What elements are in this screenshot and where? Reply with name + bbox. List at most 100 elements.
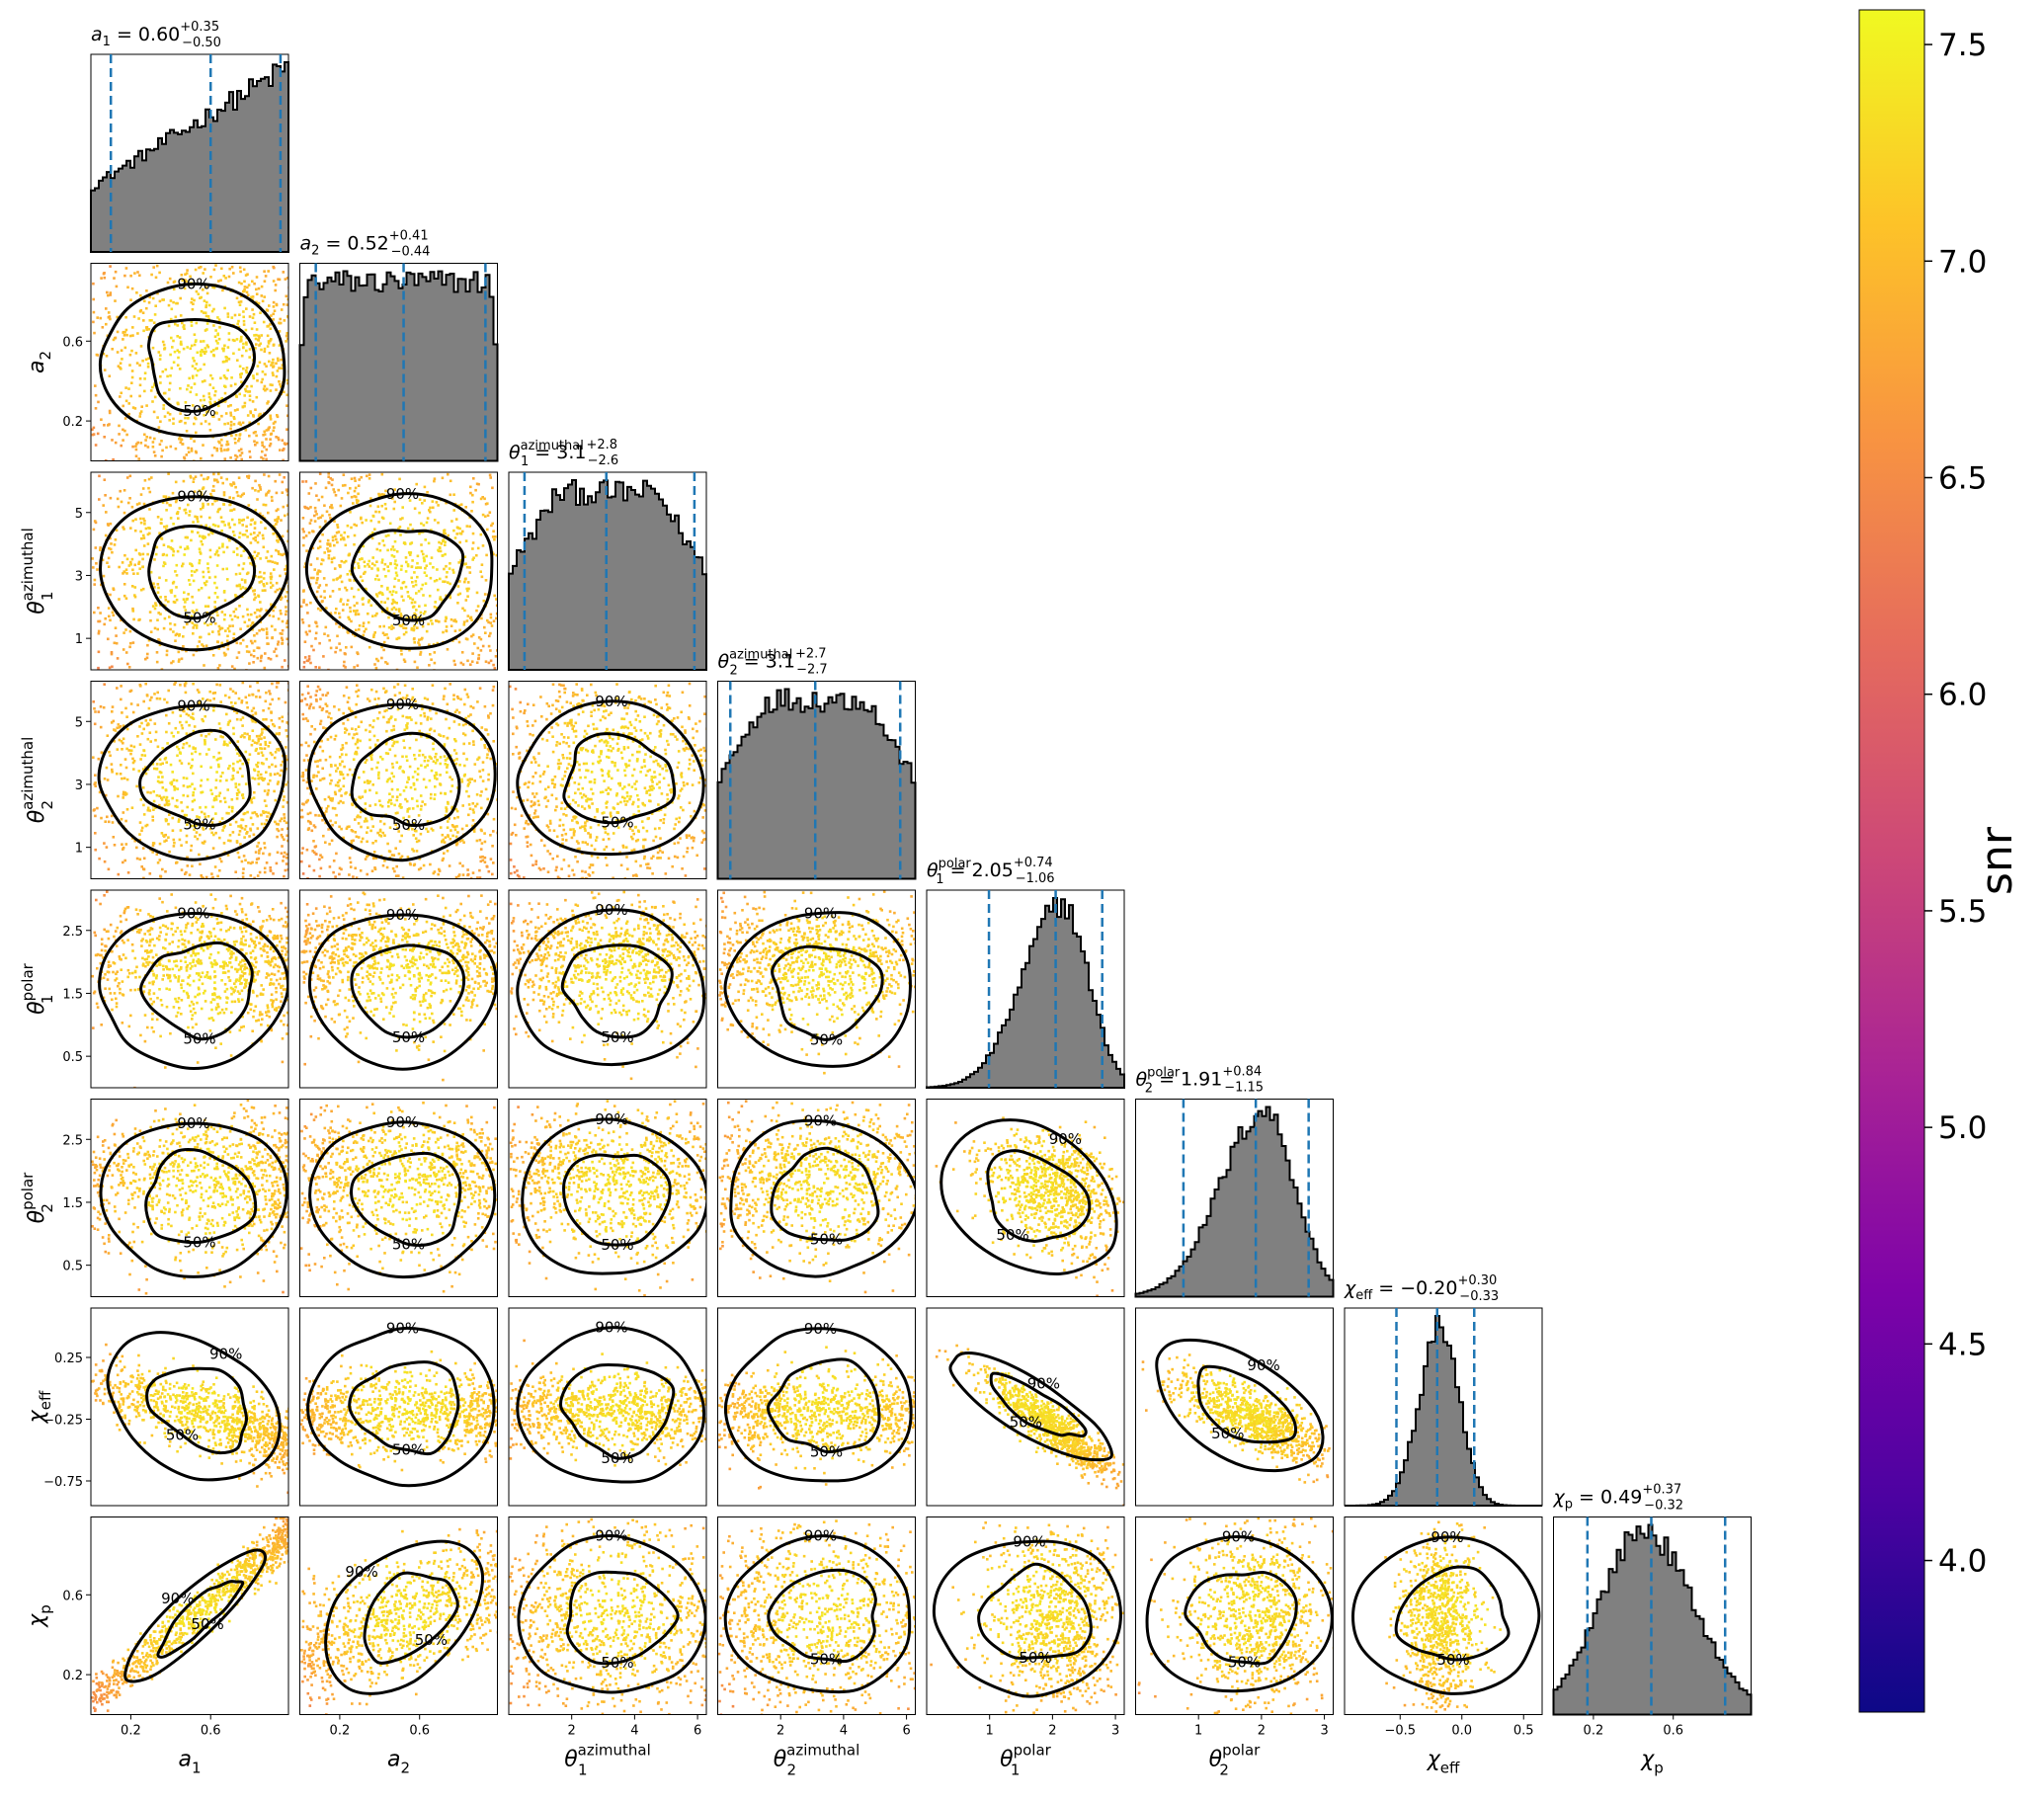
scatter-frame <box>90 681 289 879</box>
contour-label-90: 90% <box>1027 1375 1060 1393</box>
contour-label-90: 90% <box>386 696 419 713</box>
contour-90 <box>304 492 494 650</box>
contours <box>948 1352 1113 1462</box>
scatter-frame <box>717 1099 916 1297</box>
contour-90 <box>324 1539 485 1695</box>
scatter-panel-theta1_pol-vs-theta1_az: 90% 50% <box>508 889 707 1089</box>
colorbar-tick-label: 4.5 <box>1938 1327 1987 1362</box>
y-tick-label: 5 <box>75 715 83 730</box>
contour-label-50: 50% <box>1436 1651 1469 1669</box>
contour-90 <box>308 1120 497 1279</box>
contour-label-90: 90% <box>161 1590 194 1607</box>
y-tick-label: 3 <box>75 569 83 584</box>
contour-50 <box>146 317 256 413</box>
scatter-points <box>300 1527 498 1715</box>
histogram-panel-chi_eff: χeff = −0.20+0.30 −0.33 <box>1344 1273 1543 1507</box>
scatter-points <box>299 472 498 670</box>
contour-90 <box>940 1118 1118 1276</box>
contour-50 <box>138 728 252 827</box>
scatter-panel-theta2_pol-vs-theta1_pol: 90% 50% <box>926 1099 1125 1297</box>
contour-label-90: 90% <box>804 1112 837 1130</box>
contours <box>1350 1535 1541 1695</box>
x-axis-label-theta2_az: θazimuthal 2 <box>774 1742 860 1779</box>
contour-label-50: 50% <box>392 1441 425 1459</box>
x-tick-label: 2 <box>568 1724 576 1739</box>
contours <box>516 1326 706 1484</box>
contour-50 <box>767 1568 877 1664</box>
x-tick-label: 0.0 <box>1451 1724 1472 1739</box>
scatter-points <box>91 1099 288 1297</box>
y-tick-label: 1.5 <box>62 1196 83 1211</box>
histogram-bars <box>1345 1315 1542 1507</box>
contour-90 <box>1145 1534 1334 1693</box>
scatter-panel-chi_p-vs-chi_eff: 90% 50% −0.5 0.0 0.5 χeff <box>1344 1516 1543 1777</box>
contour-50 <box>986 1149 1092 1243</box>
x-tick-label: 6 <box>902 1724 910 1739</box>
y-tick-label: 2.5 <box>62 1133 83 1148</box>
contour-50 <box>977 1562 1093 1661</box>
contour-label-90: 90% <box>595 693 627 710</box>
x-tick-label: 0.6 <box>409 1724 430 1739</box>
contour-90 <box>306 1326 496 1488</box>
contour-label-50: 50% <box>183 402 215 420</box>
scatter-background <box>299 681 498 879</box>
histogram-title-chi_eff: χeff = −0.20+0.30 −0.33 <box>1344 1273 1499 1304</box>
histogram-panel-a1: a1 = 0.60+0.35 −0.50 <box>90 20 289 253</box>
y-axis-label-a2: a2 <box>25 351 54 373</box>
contour-90 <box>99 1121 288 1278</box>
y-axis-label-chi_p: χp <box>25 1604 54 1628</box>
scatter-points <box>299 683 498 879</box>
scatter-panel-theta2_az-vs-theta1_az: 90% 50% <box>508 681 707 879</box>
contours <box>308 1120 497 1279</box>
scatter-frame <box>926 1516 1125 1715</box>
contour-50 <box>565 1570 680 1666</box>
x-tick-label: 4 <box>630 1724 638 1739</box>
scatter-frame <box>299 1307 498 1507</box>
contour-label-50: 50% <box>183 609 215 626</box>
x-tick-label: 0.6 <box>1663 1724 1683 1739</box>
contour-label-50: 50% <box>183 1030 215 1048</box>
contours <box>99 1121 288 1278</box>
scatter-background <box>717 1099 916 1297</box>
contour-90 <box>97 703 286 861</box>
contour-label-90: 90% <box>595 1527 627 1545</box>
scatter-frame <box>299 1099 498 1297</box>
histogram-title-theta1_az: θazimuthal 1 = 3.1+2.8 −2.6 <box>509 438 618 469</box>
y-tick-label: 5 <box>75 507 83 522</box>
histogram-bars <box>508 479 707 671</box>
contour-50 <box>348 1360 460 1456</box>
x-tick-label: −0.5 <box>1384 1724 1416 1739</box>
scatter-frame <box>299 1516 498 1715</box>
y-axis-label-chi_eff: χeff <box>25 1390 54 1424</box>
y-tick-label: 1.5 <box>62 987 83 1002</box>
x-axis-label-a2: a2 <box>387 1748 410 1777</box>
scatter-frame <box>508 1099 707 1297</box>
contour-label-90: 90% <box>804 1320 837 1338</box>
contour-50 <box>144 1148 258 1245</box>
colorbar-tick-label: 7.5 <box>1938 28 1987 63</box>
contour-label-50: 50% <box>1211 1425 1244 1442</box>
y-tick-label: −0.25 <box>43 1414 83 1429</box>
histogram-panel-theta2_az: θazimuthal 2 = 3.1+2.7 −2.7 <box>716 647 917 880</box>
scatter-panel-chi_eff-vs-theta1_az: 90% 50% <box>508 1307 707 1507</box>
contour-50 <box>1184 1571 1298 1666</box>
contours <box>516 699 705 857</box>
histogram-title-a1: a1 = 0.60+0.35 −0.50 <box>91 20 221 50</box>
scatter-frame <box>926 1307 1125 1507</box>
colorbar-label: snr <box>1972 826 2022 895</box>
y-tick-label: 1 <box>75 842 83 857</box>
histogram-bars <box>716 688 917 880</box>
contours <box>123 1548 267 1683</box>
histogram-title-chi_p: χp = 0.49+0.37 −0.32 <box>1553 1483 1684 1514</box>
scatter-frame <box>717 1307 916 1507</box>
contour-90 <box>932 1539 1123 1698</box>
contour-label-90: 90% <box>177 1114 209 1132</box>
x-tick-label: 0.5 <box>1513 1724 1534 1739</box>
y-tick-label: 0.6 <box>62 1589 83 1603</box>
contour-label-50: 50% <box>183 1233 215 1251</box>
contour-label-90: 90% <box>386 1320 419 1338</box>
contour-label-90: 90% <box>1049 1130 1082 1148</box>
histogram-title-a2: a2 = 0.52+0.41 −0.44 <box>300 229 431 260</box>
